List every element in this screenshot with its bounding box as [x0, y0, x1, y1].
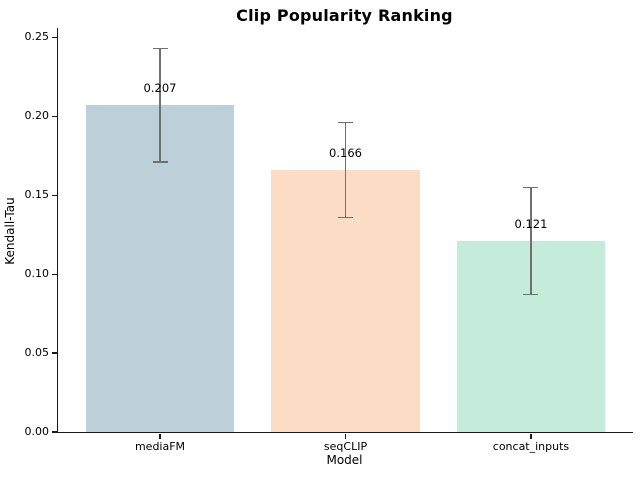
y-tick-label: 0.00 [24, 425, 50, 438]
x-tick-label: seqCLIP [323, 440, 368, 453]
x-tick-mark [159, 433, 161, 439]
x-tick-label: concat_inputs [492, 440, 570, 453]
error-bar-cap [152, 47, 168, 50]
y-tick-label: 0.15 [24, 188, 50, 202]
y-tick-mark [51, 36, 57, 39]
chart-title: Clip Popularity Ranking [236, 6, 453, 25]
y-tick-label: 0.05 [24, 346, 50, 360]
bar-value-label: 0.166 [329, 146, 362, 161]
y-tick-mark [51, 431, 57, 433]
y-tick-mark [51, 115, 57, 118]
x-tick-mark [344, 433, 347, 439]
error-bar-cap [523, 186, 539, 189]
bar-value-label: 0.121 [514, 217, 548, 232]
error-bar-cap [523, 293, 539, 296]
x-tick-mark [530, 433, 532, 439]
plot-area: 0.00 0.05 0.10 0.15 0.20 0.25 0.207 mediaFM 0.16… [25, 28, 633, 453]
y-tick-label: 0.10 [24, 267, 50, 281]
error-bar-cap [152, 161, 168, 163]
error-bar-cap [338, 121, 353, 124]
bar-value-label: 0.207 [143, 81, 177, 96]
error-bar-cap [338, 216, 353, 219]
error-bar-line [344, 122, 347, 218]
y-axis-label: Kendall-Tau [3, 197, 17, 265]
y-tick-label: 0.20 [24, 109, 50, 123]
y-tick-mark [51, 352, 57, 354]
error-bar-line [530, 187, 532, 295]
error-bar-line [159, 48, 161, 163]
y-tick-label: 0.25 [24, 30, 50, 44]
y-tick-mark [51, 273, 57, 275]
x-tick-label: mediaFM [134, 440, 186, 453]
y-tick-mark [51, 194, 57, 196]
x-axis-label: Model [326, 453, 363, 467]
